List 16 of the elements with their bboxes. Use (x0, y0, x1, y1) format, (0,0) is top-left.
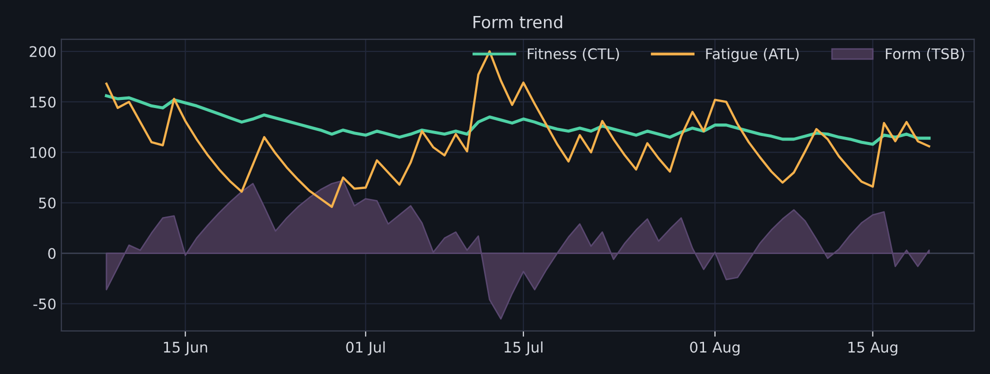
y-tick-label: 150 (30, 96, 56, 108)
y-tick-label: 0 (48, 248, 56, 260)
x-tick-label: 01 Aug (690, 342, 740, 356)
y-tick-label: 100 (30, 147, 56, 158)
y-tick-label: 200 (30, 46, 56, 58)
legend-label: Fatigue (ATL) (706, 48, 799, 62)
x-tick-label: 01 Jul (346, 341, 385, 356)
line-series (104, 94, 931, 146)
x-tick-label: 15 Jul (504, 341, 542, 356)
legend-label: Fitness (CTL) (528, 48, 619, 62)
y-tick-label: 50 (39, 198, 56, 209)
legend-label: Form (TSB) (886, 48, 964, 62)
chart-title: Form trend (474, 15, 562, 28)
x-tick-label: 15 Aug (848, 342, 898, 356)
x-tick-label: 15 Jun (164, 342, 208, 356)
y-tick-label: -50 (33, 298, 56, 310)
